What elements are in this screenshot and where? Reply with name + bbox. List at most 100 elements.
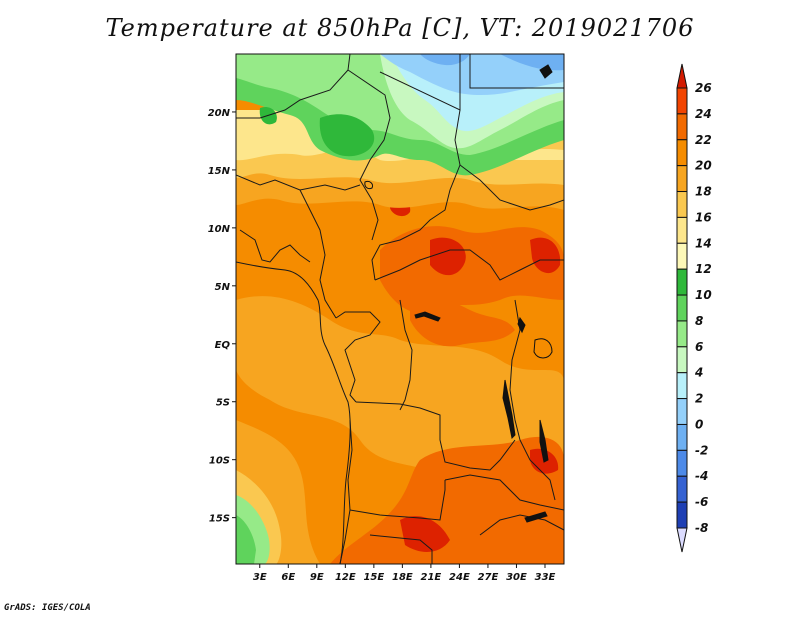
colorbar-label: 18 (695, 185, 712, 199)
colorbar-bin (676, 87, 688, 115)
colorbar-label: -2 (695, 443, 708, 457)
border-11 (335, 311, 381, 403)
lat-label: 10N (208, 224, 231, 235)
lake-tanganyika (502, 379, 516, 440)
colorbar-label: 14 (695, 236, 712, 250)
border-14 (509, 299, 556, 501)
colorbar-label: 0 (695, 417, 703, 431)
lon-label: 9E (310, 572, 324, 583)
colorbar-bin (676, 242, 688, 270)
colorbar-bin (676, 294, 688, 322)
lat-label: 15N (208, 166, 231, 177)
field-hot-se (330, 436, 564, 564)
field-lightblue (380, 54, 564, 95)
field-blue (420, 54, 564, 71)
field-green-dark (259, 106, 375, 157)
border-2 (347, 69, 391, 241)
colorbar-label: 2 (695, 392, 703, 406)
lat-label: EQ (215, 340, 231, 351)
colorbar-label: 6 (695, 340, 703, 354)
colorbar-label: -8 (695, 521, 708, 535)
lakes (364, 64, 553, 523)
border-9 (239, 229, 311, 263)
colorbar-bin (676, 139, 688, 167)
lon-label: 12E (335, 572, 356, 583)
lake-albert (517, 316, 526, 334)
colorbar-bin (676, 113, 688, 141)
colorbar-bin (676, 346, 688, 374)
lon-label: 27E (478, 572, 499, 583)
field-green-tl (236, 54, 340, 83)
colorbar-label: 22 (695, 133, 712, 147)
colorbar-label: 24 (695, 107, 712, 121)
lon-label: 3E (253, 572, 267, 583)
border-15 (339, 419, 353, 564)
lon-label: 6E (281, 572, 295, 583)
colorbar-label: 26 (695, 81, 712, 95)
field-orange-east (410, 295, 515, 347)
border-13 (355, 401, 516, 471)
latitude-axis: 20N 15N 10N 5N EQ 5S 10S 15S (208, 108, 236, 525)
colorbar-bottom-arrow (676, 527, 688, 553)
lon-label: 30E (506, 572, 527, 583)
colorbar-bin (676, 216, 688, 244)
border-5 (469, 54, 564, 89)
colorbar-bin (676, 449, 688, 477)
colorbar-bin (676, 398, 688, 425)
lake-red-sea (539, 64, 553, 79)
field-red-se (400, 448, 559, 552)
lat-label: 10S (209, 456, 230, 467)
chart-title: Temperature at 850hPa [C], VT: 201902170… (105, 14, 695, 42)
lon-label: 18E (392, 572, 413, 583)
colorbar-label: 16 (695, 210, 712, 224)
colorbar-bin (676, 423, 688, 451)
map-frame (235, 53, 565, 565)
lake-chad (364, 181, 373, 190)
lat-label: 15S (209, 514, 230, 525)
colorbar-label: 20 (695, 159, 712, 173)
temperature-field (236, 54, 564, 564)
colorbar-bin (676, 320, 688, 348)
lon-label: 24E (449, 572, 470, 583)
lake-kariba (524, 511, 548, 523)
country-borders (236, 54, 564, 564)
colorbar-label: 4 (694, 366, 703, 380)
colorbar-bin (676, 191, 688, 218)
border-12 (399, 299, 413, 411)
colorbar-bin (676, 501, 688, 529)
field-hot-ne (380, 226, 564, 313)
coastline (236, 261, 351, 564)
lat-label: 5S (216, 398, 230, 409)
lon-label: 21E (421, 572, 442, 583)
border-19 (479, 514, 564, 536)
border-16 (349, 480, 446, 521)
lat-label: 20N (208, 108, 231, 119)
border-17 (369, 534, 433, 564)
colorbar-bin (676, 268, 688, 296)
border-6 (459, 164, 564, 211)
colorbar-top-arrow (676, 63, 688, 89)
colorbar-label: 10 (695, 288, 712, 302)
border-18 (444, 474, 564, 511)
border-8 (299, 189, 337, 319)
colorbar-label: 8 (695, 314, 703, 328)
field-orange-central (236, 296, 564, 488)
lake-victoria (533, 338, 553, 359)
lat-label: 5N (215, 282, 231, 293)
lake-malawi (539, 419, 549, 463)
lon-label: 15E (363, 572, 384, 583)
field-sw-green2 (236, 515, 256, 564)
colorbar-bin (676, 372, 688, 400)
border-10 (374, 249, 564, 281)
colorbar-label: -4 (695, 469, 708, 483)
colorbar-bin (676, 475, 688, 503)
colorbar-label: 12 (695, 262, 712, 276)
longitude-axis: 3E 6E 9E 12E 15E 18E 21E 24E 27E 30E 33E (253, 564, 556, 583)
colorbar-label: -6 (695, 495, 708, 509)
lake-congo-river (414, 311, 441, 322)
border-4 (371, 109, 461, 281)
colorbar-bin (676, 165, 688, 193)
grads-credit: GrADS: IGES/COLA (4, 603, 91, 613)
